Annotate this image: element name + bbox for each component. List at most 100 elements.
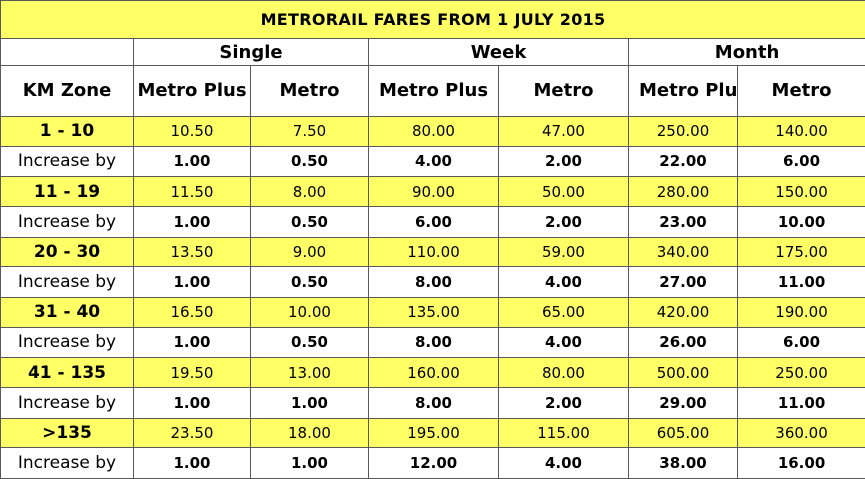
fare-cell: 195.00 bbox=[368, 417, 499, 449]
fare-cell: 7.50 bbox=[250, 116, 369, 147]
fare-cell: 115.00 bbox=[498, 417, 629, 449]
increase-label: Increase by bbox=[0, 205, 134, 238]
fare-cell: 250.00 bbox=[628, 116, 738, 147]
increase-cell: 0.50 bbox=[250, 205, 369, 238]
increase-label: Increase by bbox=[0, 326, 134, 359]
fare-cell: 250.00 bbox=[736, 357, 865, 388]
column-header-zone: KM Zone bbox=[0, 65, 134, 117]
zone-label: 1 - 10 bbox=[0, 116, 134, 147]
fare-cell: 10.00 bbox=[250, 296, 369, 328]
fare-cell: 360.00 bbox=[736, 417, 865, 449]
zone-label: 41 - 135 bbox=[0, 357, 134, 388]
fare-cell: 65.00 bbox=[498, 296, 629, 328]
increase-cell: 1.00 bbox=[133, 205, 251, 238]
increase-label: Increase by bbox=[0, 447, 134, 479]
fare-cell: 150.00 bbox=[736, 176, 865, 207]
increase-cell: 4.00 bbox=[498, 326, 629, 359]
fare-cell: 9.00 bbox=[250, 236, 369, 268]
fare-cell: 110.00 bbox=[368, 236, 499, 268]
fare-cell: 16.50 bbox=[133, 296, 251, 328]
increase-row: Increase by 1.00 1.00 8.00 2.00 29.00 11… bbox=[0, 386, 865, 419]
fare-cell: 420.00 bbox=[628, 296, 738, 328]
increase-cell: 4.00 bbox=[368, 145, 499, 178]
increase-cell: 8.00 bbox=[368, 326, 499, 359]
increase-cell: 6.00 bbox=[736, 145, 865, 178]
increase-cell: 11.00 bbox=[736, 266, 865, 298]
increase-cell: 1.00 bbox=[133, 326, 251, 359]
fare-cell: 140.00 bbox=[736, 116, 865, 147]
fare-row: 11 - 19 11.50 8.00 90.00 50.00 280.00 15… bbox=[0, 176, 865, 207]
increase-cell: 1.00 bbox=[133, 266, 251, 298]
increase-cell: 11.00 bbox=[736, 386, 865, 419]
increase-cell: 1.00 bbox=[133, 386, 251, 419]
increase-cell: 16.00 bbox=[736, 447, 865, 479]
increase-cell: 38.00 bbox=[628, 447, 738, 479]
increase-row: Increase by 1.00 1.00 12.00 4.00 38.00 1… bbox=[0, 447, 865, 479]
group-header-single: Single bbox=[133, 38, 369, 66]
increase-cell: 0.50 bbox=[250, 326, 369, 359]
fare-cell: 11.50 bbox=[133, 176, 251, 207]
increase-cell: 26.00 bbox=[628, 326, 738, 359]
increase-cell: 12.00 bbox=[368, 447, 499, 479]
zone-label: 20 - 30 bbox=[0, 236, 134, 268]
fare-cell: 90.00 bbox=[368, 176, 499, 207]
increase-row: Increase by 1.00 0.50 8.00 4.00 27.00 11… bbox=[0, 266, 865, 298]
increase-label: Increase by bbox=[0, 386, 134, 419]
column-header-month-plus: Metro Plus bbox=[628, 65, 738, 117]
fare-row: 41 - 135 19.50 13.00 160.00 80.00 500.00… bbox=[0, 357, 865, 388]
column-header-week-metro: Metro bbox=[498, 65, 629, 117]
increase-cell: 6.00 bbox=[368, 205, 499, 238]
column-header-week-plus: Metro Plus bbox=[368, 65, 499, 117]
increase-cell: 2.00 bbox=[498, 205, 629, 238]
increase-cell: 2.00 bbox=[498, 145, 629, 178]
fare-cell: 340.00 bbox=[628, 236, 738, 268]
column-header-month-metro: Metro bbox=[736, 65, 865, 117]
fare-cell: 160.00 bbox=[368, 357, 499, 388]
fare-row: 1 - 10 10.50 7.50 80.00 47.00 250.00 140… bbox=[0, 116, 865, 147]
group-header-month: Month bbox=[627, 38, 865, 66]
group-header-week: Week bbox=[368, 38, 629, 66]
fare-cell: 13.50 bbox=[133, 236, 251, 268]
fare-row: >135 23.50 18.00 195.00 115.00 605.00 36… bbox=[0, 417, 865, 449]
increase-row: Increase by 1.00 0.50 8.00 4.00 26.00 6.… bbox=[0, 326, 865, 359]
fare-cell: 280.00 bbox=[628, 176, 738, 207]
fare-row: 31 - 40 16.50 10.00 135.00 65.00 420.00 … bbox=[0, 296, 865, 328]
increase-cell: 8.00 bbox=[368, 266, 499, 298]
increase-cell: 1.00 bbox=[250, 386, 369, 419]
increase-cell: 1.00 bbox=[250, 447, 369, 479]
increase-cell: 4.00 bbox=[498, 447, 629, 479]
fare-cell: 59.00 bbox=[498, 236, 629, 268]
increase-label: Increase by bbox=[0, 266, 134, 298]
fare-cell: 18.00 bbox=[250, 417, 369, 449]
fares-body: 1 - 10 10.50 7.50 80.00 47.00 250.00 140… bbox=[0, 116, 865, 479]
increase-cell: 0.50 bbox=[250, 145, 369, 178]
fare-cell: 19.50 bbox=[133, 357, 251, 388]
fare-cell: 80.00 bbox=[368, 116, 499, 147]
fare-cell: 23.50 bbox=[133, 417, 251, 449]
increase-cell: 1.00 bbox=[133, 145, 251, 178]
increase-cell: 29.00 bbox=[628, 386, 738, 419]
increase-row: Increase by 1.00 0.50 6.00 2.00 23.00 10… bbox=[0, 205, 865, 238]
fare-cell: 8.00 bbox=[250, 176, 369, 207]
fare-cell: 50.00 bbox=[498, 176, 629, 207]
increase-cell: 10.00 bbox=[736, 205, 865, 238]
increase-row: Increase by 1.00 0.50 4.00 2.00 22.00 6.… bbox=[0, 145, 865, 178]
increase-cell: 22.00 bbox=[628, 145, 738, 178]
increase-cell: 6.00 bbox=[736, 326, 865, 359]
increase-cell: 4.00 bbox=[498, 266, 629, 298]
fare-cell: 500.00 bbox=[628, 357, 738, 388]
increase-cell: 23.00 bbox=[628, 205, 738, 238]
column-header-single-plus: Metro Plus bbox=[133, 65, 251, 117]
fare-cell: 175.00 bbox=[736, 236, 865, 268]
group-header-blank bbox=[0, 38, 134, 66]
fare-cell: 10.50 bbox=[133, 116, 251, 147]
title-row: METRORAIL FARES FROM 1 JULY 2015 bbox=[0, 0, 865, 39]
increase-cell: 1.00 bbox=[133, 447, 251, 479]
column-header-single-metro: Metro bbox=[250, 65, 369, 117]
fare-cell: 80.00 bbox=[498, 357, 629, 388]
zone-label: 31 - 40 bbox=[0, 296, 134, 328]
increase-cell: 8.00 bbox=[368, 386, 499, 419]
column-header-row: KM Zone Metro Plus Metro Metro Plus Metr… bbox=[0, 65, 865, 117]
fare-row: 20 - 30 13.50 9.00 110.00 59.00 340.00 1… bbox=[0, 236, 865, 268]
